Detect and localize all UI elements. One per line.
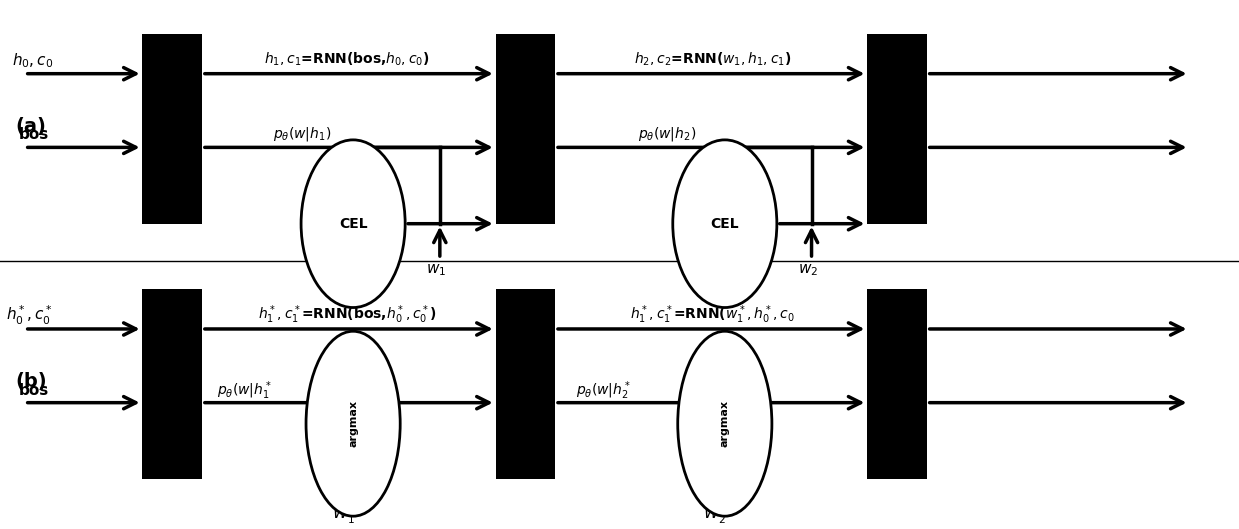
Text: $h_1,c_1$=RNN(bos,$h_0,c_0$): $h_1,c_1$=RNN(bos,$h_0,c_0$): [264, 51, 430, 68]
Bar: [867, 289, 927, 479]
Text: $W_1^*$: $W_1^*$: [332, 503, 357, 526]
Ellipse shape: [678, 331, 772, 516]
Ellipse shape: [306, 331, 400, 516]
Text: (b): (b): [15, 372, 47, 391]
Text: (a): (a): [16, 117, 46, 136]
Text: argmax: argmax: [348, 400, 358, 447]
Text: $p_{\theta}(w|h_1^*$: $p_{\theta}(w|h_1^*$: [217, 379, 271, 402]
Text: $h_0^*,c_0^*$: $h_0^*,c_0^*$: [6, 304, 53, 327]
Bar: [496, 289, 555, 479]
Bar: [142, 289, 202, 479]
Text: CEL: CEL: [338, 217, 368, 231]
Text: bos: bos: [19, 127, 48, 142]
Text: $h_1^*,c_1^*$=RNN(bos,$h_0^*,c_0^*$): $h_1^*,c_1^*$=RNN(bos,$h_0^*,c_0^*$): [258, 304, 436, 326]
Text: bos: bos: [19, 383, 48, 398]
Text: $h_0,c_0$: $h_0,c_0$: [12, 51, 53, 70]
Text: $W_2^*$: $W_2^*$: [704, 503, 729, 526]
Text: $p_{\theta}(w|h_2)$: $p_{\theta}(w|h_2)$: [638, 125, 696, 143]
Text: $p_{\theta}(w|h_2^*$: $p_{\theta}(w|h_2^*$: [576, 379, 631, 402]
Text: $p_{\theta}(w|h_1)$: $p_{\theta}(w|h_1)$: [273, 125, 331, 143]
Bar: [142, 34, 202, 224]
Bar: [867, 34, 927, 224]
Bar: [496, 34, 555, 224]
Text: $h_2,c_2$=RNN($w_1,h_1,c_1$): $h_2,c_2$=RNN($w_1,h_1,c_1$): [633, 51, 792, 68]
Ellipse shape: [301, 140, 405, 307]
Ellipse shape: [673, 140, 777, 307]
Text: CEL: CEL: [710, 217, 740, 231]
Text: $w_2$: $w_2$: [798, 262, 818, 278]
Text: $h_1^*,c_1^*$=RNN($w_1^*,h_0^*,c_0$: $h_1^*,c_1^*$=RNN($w_1^*,h_0^*,c_0$: [631, 304, 794, 326]
Text: argmax: argmax: [720, 400, 730, 447]
Text: $w_1$: $w_1$: [426, 262, 446, 278]
